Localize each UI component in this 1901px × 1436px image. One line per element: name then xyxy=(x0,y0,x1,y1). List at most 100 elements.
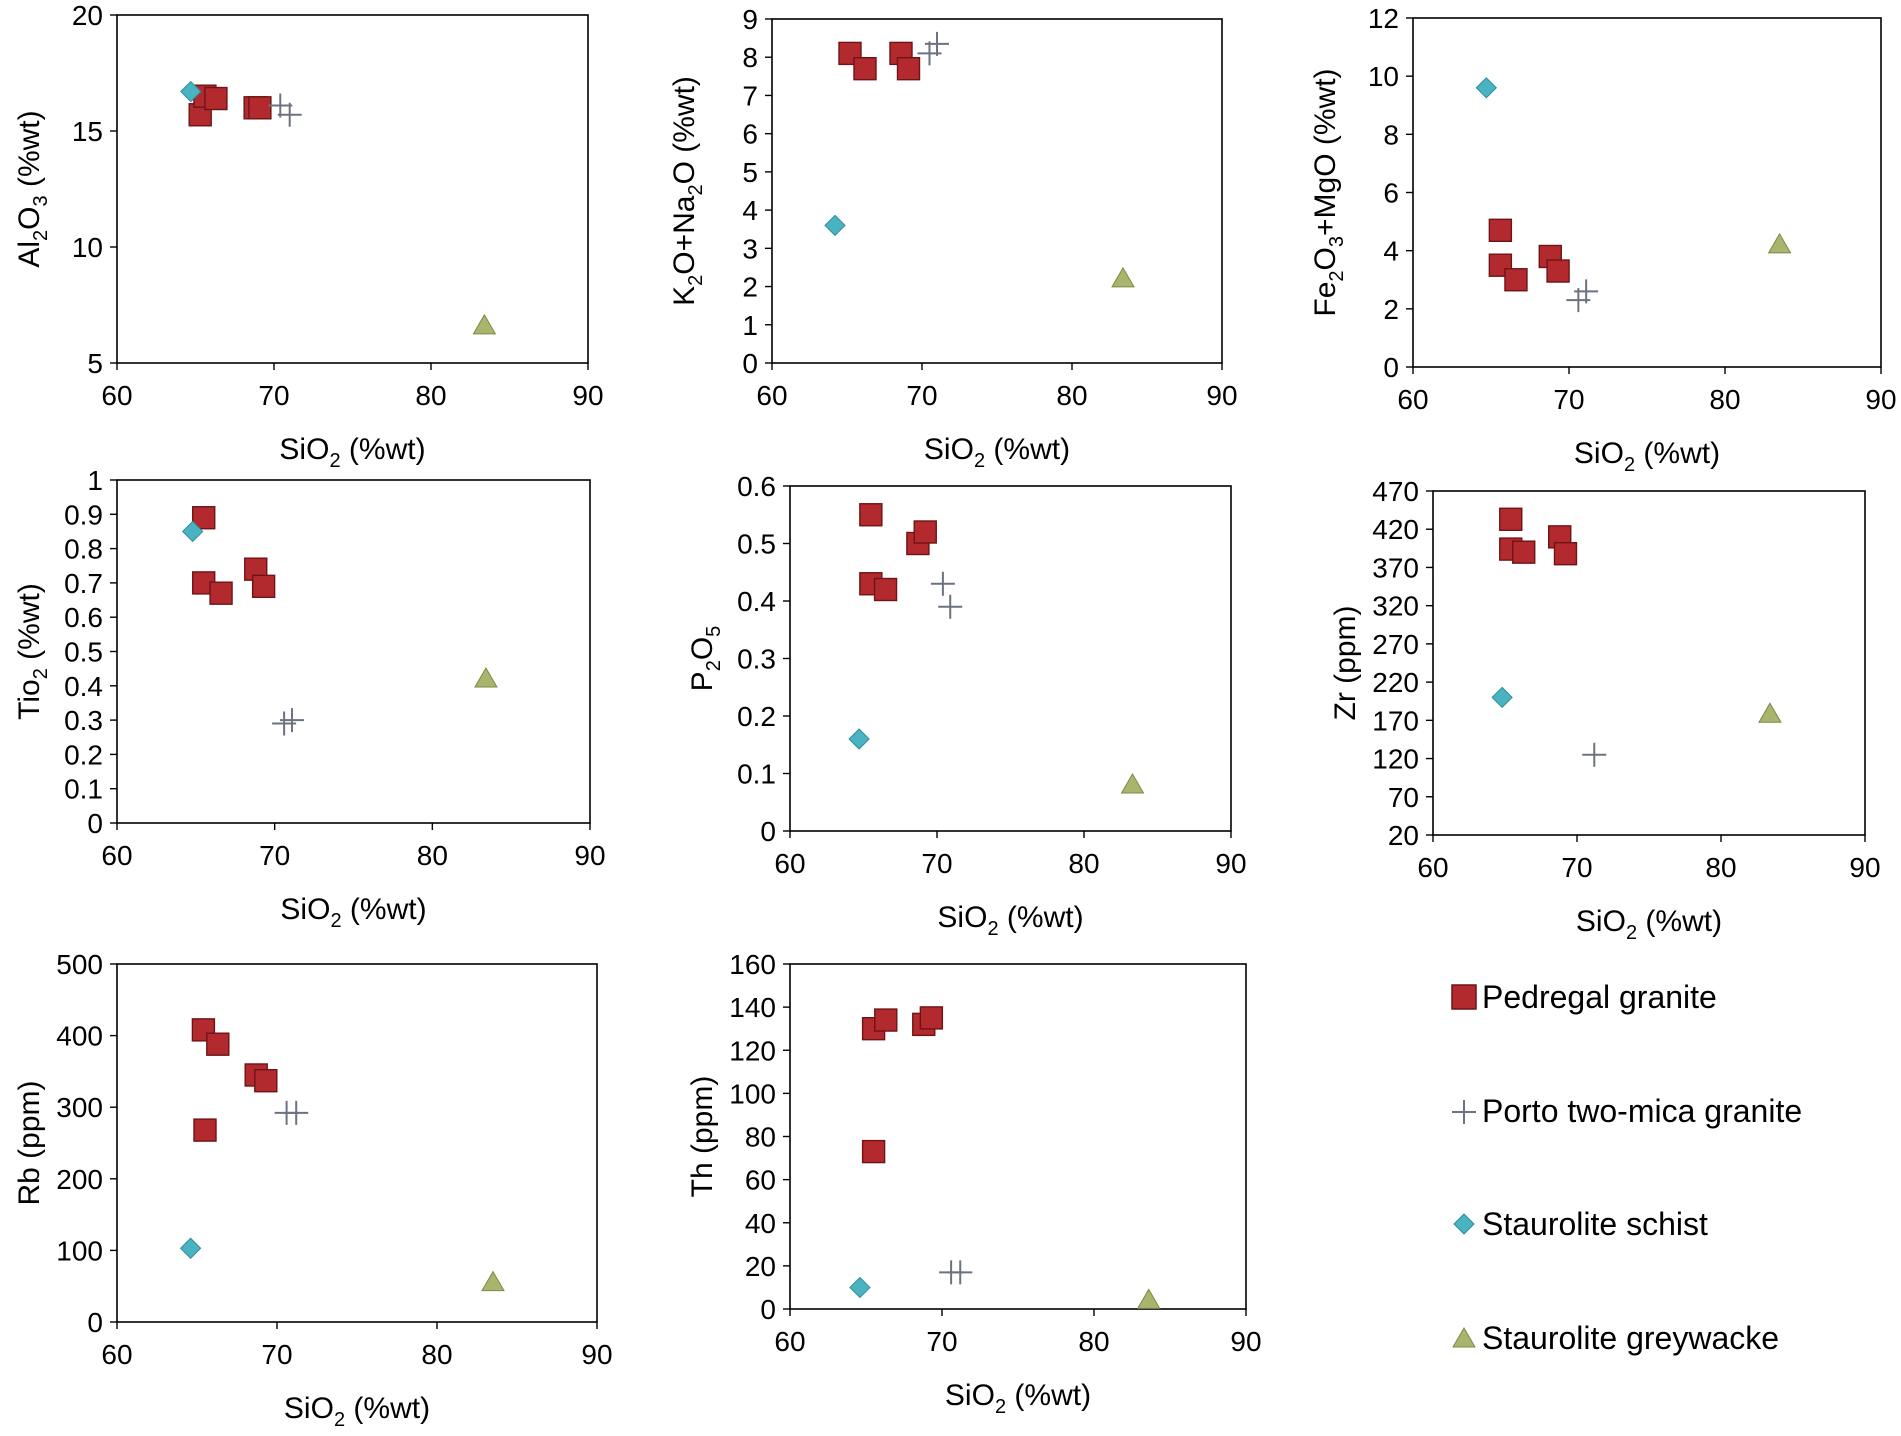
data-point-triangle xyxy=(474,666,498,688)
legend-label: Porto two-mica granite xyxy=(1482,1093,1802,1129)
y-tick-label: 15 xyxy=(72,116,103,147)
series-square xyxy=(838,41,921,81)
data-point-triangle xyxy=(1758,702,1782,723)
y-tick-label: 0 xyxy=(87,808,103,839)
x-axis-label: SiO2 (%wt) xyxy=(279,433,425,472)
y-tick-label: 420 xyxy=(1372,514,1419,545)
data-point-square xyxy=(206,1032,230,1056)
x-tick-label: 70 xyxy=(921,848,952,879)
legend: Pedregal granite Porto two-mica granite … xyxy=(1451,979,1802,1356)
series-triangle xyxy=(1120,773,1145,794)
series-triangle xyxy=(474,666,498,688)
x-tick-label: 80 xyxy=(417,840,448,871)
y-tick-label: 370 xyxy=(1372,552,1419,583)
data-point-square xyxy=(859,503,883,527)
y-tick-label: 1 xyxy=(87,465,103,496)
data-point-diamond xyxy=(848,728,870,750)
data-point-plus xyxy=(938,594,963,619)
x-tick-label: 70 xyxy=(1561,852,1592,883)
legend-marker-diamond xyxy=(1453,1213,1475,1235)
y-tick-label: 4 xyxy=(742,195,758,226)
series-diamond xyxy=(849,1276,871,1299)
plot-frame xyxy=(789,963,1247,1310)
plot-frame xyxy=(1412,17,1882,368)
x-tick-label: 90 xyxy=(1230,1326,1261,1357)
data-point-square xyxy=(853,56,877,81)
series-plus xyxy=(930,571,963,619)
x-tick-label: 90 xyxy=(572,380,603,411)
series-plus xyxy=(1566,279,1599,313)
y-axis-label: Zr (ppm) xyxy=(1329,606,1362,721)
y-tick-label: 100 xyxy=(56,1235,103,1266)
legend-label: Staurolite schist xyxy=(1482,1206,1708,1242)
series-diamond xyxy=(181,520,204,543)
y-tick-label: 0.1 xyxy=(64,774,103,805)
data-point-plus xyxy=(284,1100,309,1125)
y-tick-label: 1 xyxy=(742,310,758,341)
plot-frame xyxy=(1432,490,1866,836)
y-tick-label: 300 xyxy=(56,1092,103,1123)
data-point-triangle xyxy=(1111,266,1135,288)
y-tick-label: 0 xyxy=(1383,352,1399,383)
series-square xyxy=(192,506,276,605)
y-tick-label: 12 xyxy=(1368,3,1399,34)
y-tick-label: 0 xyxy=(760,1294,776,1325)
y-tick-label: 120 xyxy=(1372,744,1419,775)
plot-frame xyxy=(116,14,589,364)
x-axis-label: SiO2 (%wt) xyxy=(284,1392,430,1431)
y-tick-label: 3 xyxy=(742,233,758,264)
series-square xyxy=(859,503,937,602)
y-tick-label: 5 xyxy=(742,157,758,188)
y-axis-label: Al2O3 (%wt) xyxy=(13,110,52,267)
y-tick-label: 140 xyxy=(729,992,776,1023)
data-point-square xyxy=(1553,541,1578,566)
series-plus xyxy=(1582,742,1607,767)
x-tick-label: 70 xyxy=(1553,384,1584,415)
data-point-square xyxy=(861,1139,886,1164)
x-tick-label: 90 xyxy=(1865,384,1896,415)
x-tick-label: 90 xyxy=(1215,848,1246,879)
scatter-chart-5: 60 70 80 90 0 0.1 0.2 0.3 0.4 0.5 0.6 SiO2 (%wt) P2O… xyxy=(686,471,1247,940)
data-point-square xyxy=(248,96,272,120)
x-tick-label: 80 xyxy=(415,380,446,411)
x-tick-label: 60 xyxy=(1397,384,1428,415)
x-tick-label: 80 xyxy=(1705,852,1736,883)
y-tick-label: 10 xyxy=(1368,61,1399,92)
x-tick-label: 80 xyxy=(1056,380,1087,411)
data-point-square xyxy=(193,1118,217,1142)
scatter-chart-2: 60 70 80 90 0 1 2 3 4 5 6 7 8 9 SiO2 (%wt) K2O+Na2O (%w… xyxy=(668,4,1238,472)
x-tick-label: 60 xyxy=(101,1339,132,1370)
series-square xyxy=(1499,507,1578,566)
scatter-chart-4: 60 70 80 90 00.1 0.20.30.40.5 0.60.70.8 0.91 SiO… xyxy=(13,465,606,932)
data-point-plus xyxy=(1582,742,1607,767)
x-tick-label: 60 xyxy=(774,848,805,879)
data-point-diamond xyxy=(181,520,204,543)
legend-marker-triangle xyxy=(1452,1327,1476,1348)
data-point-diamond xyxy=(824,214,846,237)
legend-item-porto: Porto two-mica granite xyxy=(1452,1093,1802,1129)
y-tick-label: 9 xyxy=(742,4,758,35)
series-plus xyxy=(917,31,949,66)
legend-marker-square xyxy=(1451,984,1477,1010)
y-tick-label: 0.1 xyxy=(737,759,776,790)
series-triangle xyxy=(1136,1288,1161,1309)
y-tick-label: 0.4 xyxy=(737,586,776,617)
y-axis-label: Tio2 (%wt) xyxy=(13,583,52,720)
y-tick-label: 80 xyxy=(745,1122,776,1153)
series-diamond xyxy=(1475,77,1498,99)
series-square xyxy=(1488,218,1570,292)
y-axis-label: Fe2O3+MgO (%wt) xyxy=(1309,68,1348,316)
data-point-plus xyxy=(280,708,305,733)
y-tick-label: 0 xyxy=(87,1307,103,1338)
y-tick-label: 0.5 xyxy=(737,529,776,560)
series-triangle xyxy=(1111,266,1135,288)
y-tick-label: 2 xyxy=(1383,294,1399,325)
data-point-plus xyxy=(277,102,302,127)
y-tick-label: 320 xyxy=(1372,591,1419,622)
y-tick-label: 20 xyxy=(745,1251,776,1282)
y-tick-label: 160 xyxy=(729,949,776,980)
x-tick-label: 70 xyxy=(906,380,937,411)
x-axis-label: SiO2 (%wt) xyxy=(1576,905,1722,944)
scatter-chart-7: 60 70 80 90 0 100 200 300 400 500 SiO2 (%wt) Rb (pp… xyxy=(13,949,613,1431)
